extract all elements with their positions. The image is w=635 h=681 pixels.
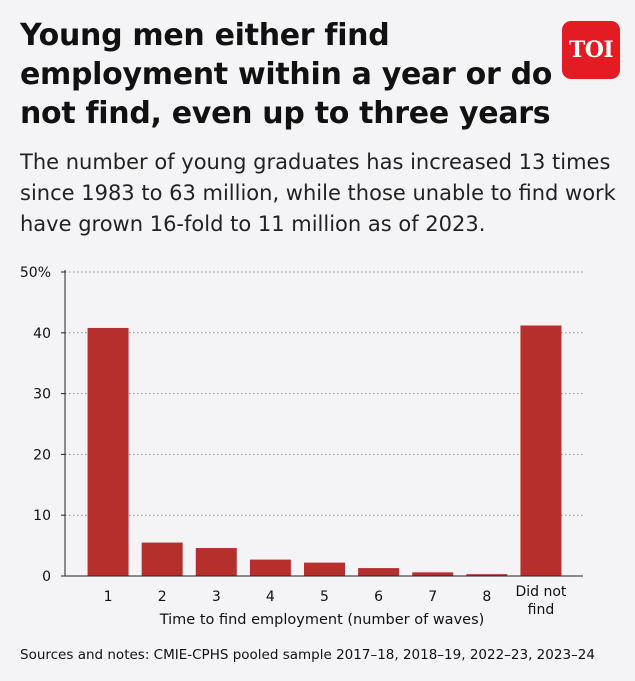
x-axis-ticks: 1 2 3 4 5 6 7 8 Did not find bbox=[104, 584, 567, 618]
y-tick-label: 50% bbox=[20, 265, 51, 281]
bar bbox=[141, 542, 183, 576]
bar bbox=[304, 562, 345, 576]
bar bbox=[358, 568, 400, 576]
source-note: Sources and notes: CMIE-CPHS pooled samp… bbox=[20, 647, 595, 663]
chart-title: Young men either find employment within … bbox=[20, 18, 553, 131]
bar bbox=[87, 327, 129, 576]
y-tick-label: 30 bbox=[33, 387, 51, 403]
x-tick-label: 7 bbox=[428, 589, 437, 605]
gridlines bbox=[65, 271, 583, 516]
x-tick-label: 6 bbox=[374, 589, 383, 605]
x-tick-label: 5 bbox=[320, 589, 329, 605]
y-tick-label: 0 bbox=[42, 569, 51, 585]
bar-chart: 0 10 20 30 40 50% 1 2 3 4 5 6 7 8 Did not find Time to… bbox=[20, 265, 583, 628]
bar bbox=[520, 325, 562, 576]
toi-logo: TOI bbox=[562, 21, 620, 79]
x-tick-label: 3 bbox=[212, 589, 221, 605]
y-tick-label: 40 bbox=[33, 326, 51, 342]
x-tick-label: 2 bbox=[158, 589, 167, 605]
chart-subtitle: The number of young graduates has increa… bbox=[20, 150, 616, 236]
y-tick-label: 20 bbox=[33, 447, 51, 463]
bar bbox=[412, 572, 454, 576]
y-tick-label: 10 bbox=[33, 508, 51, 524]
bar bbox=[466, 574, 508, 576]
bars bbox=[87, 325, 562, 576]
y-axis-ticks: 0 10 20 30 40 50% bbox=[20, 265, 65, 585]
x-tick-label: Did not find bbox=[515, 584, 566, 618]
bar bbox=[249, 559, 291, 576]
x-axis-label: Time to find employment (number of waves… bbox=[159, 612, 485, 628]
x-tick-label: 8 bbox=[482, 589, 491, 605]
bar bbox=[195, 548, 237, 576]
x-tick-label: 1 bbox=[104, 589, 113, 605]
x-tick-label: 4 bbox=[266, 589, 275, 605]
